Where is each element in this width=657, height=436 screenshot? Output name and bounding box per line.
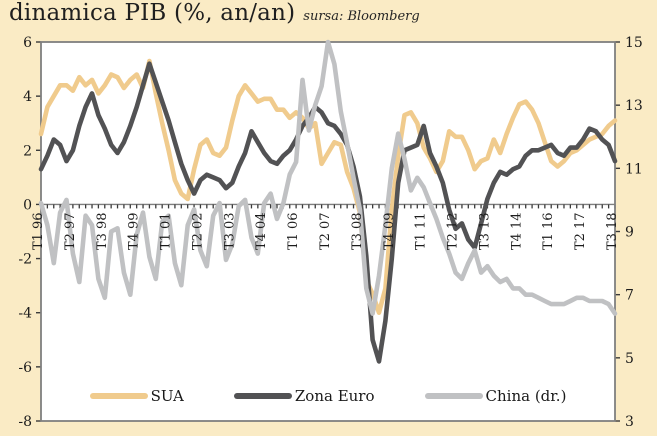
svg-text:-8: -8 <box>18 414 32 430</box>
chart-legend: SUA Zona Euro China (dr.) <box>41 387 615 405</box>
legend-item-zona-euro: Zona Euro <box>233 387 375 405</box>
legend-label-sua: SUA <box>150 387 184 405</box>
sua-line-swatch <box>89 393 148 399</box>
svg-text:4: 4 <box>23 89 32 105</box>
svg-text:T2 12: T2 12 <box>446 212 461 250</box>
svg-text:T1 16: T1 16 <box>541 212 556 250</box>
svg-text:-4: -4 <box>18 306 32 322</box>
svg-text:-6: -6 <box>18 360 32 376</box>
china-line <box>38 39 618 316</box>
svg-text:T2 17: T2 17 <box>573 212 588 250</box>
svg-text:T3 98: T3 98 <box>95 212 110 250</box>
legend-item-china: China (dr.) <box>424 387 567 405</box>
svg-text:5: 5 <box>625 351 634 367</box>
svg-text:6: 6 <box>23 35 32 51</box>
svg-text:T3 13: T3 13 <box>477 212 492 250</box>
svg-text:T1 96: T1 96 <box>31 212 46 250</box>
left-axis-labels: 6 4 2 0 -2 -4 -6 -8 <box>18 35 41 430</box>
svg-text:T1 06: T1 06 <box>286 212 301 250</box>
china-line-swatch <box>424 393 483 399</box>
svg-text:T2 02: T2 02 <box>190 212 205 250</box>
svg-text:7: 7 <box>625 288 634 304</box>
svg-text:11: 11 <box>625 161 643 177</box>
svg-text:T3 03: T3 03 <box>222 212 237 250</box>
svg-text:3: 3 <box>625 414 634 430</box>
svg-text:T4 99: T4 99 <box>127 212 142 250</box>
svg-text:9: 9 <box>625 225 634 241</box>
svg-text:2: 2 <box>23 143 32 159</box>
sua-line <box>38 58 618 316</box>
zona-euro-line-swatch <box>233 393 292 399</box>
svg-text:T4 14: T4 14 <box>509 212 524 250</box>
svg-text:13: 13 <box>625 98 643 114</box>
legend-label-china: China (dr.) <box>485 387 567 405</box>
svg-text:T3 18: T3 18 <box>605 212 620 250</box>
chart-title: dinamica PIB (%, an/an) <box>9 0 296 26</box>
svg-text:T1 11: T1 11 <box>414 212 429 250</box>
svg-text:-2: -2 <box>18 252 32 268</box>
svg-text:T4 04: T4 04 <box>254 212 269 250</box>
chart-header: dinamica PIB (%, an/an) sursa: Bloomberg <box>9 0 420 26</box>
x-axis-labels: T1 96 T2 97 T3 98 T4 99 T1 01 T2 02 T3 03 T4 04… <box>31 212 620 250</box>
svg-text:15: 15 <box>625 35 643 51</box>
svg-text:T2 07: T2 07 <box>318 212 333 250</box>
legend-item-sua: SUA <box>89 387 184 405</box>
legend-label-zona-euro: Zona Euro <box>294 387 375 405</box>
svg-text:T1 01: T1 01 <box>159 212 174 250</box>
zona-euro-line <box>38 61 618 364</box>
chart-source: sursa: Bloomberg <box>303 9 420 24</box>
svg-text:T3 08: T3 08 <box>350 212 365 250</box>
svg-text:T4 09: T4 09 <box>382 212 397 250</box>
svg-text:T2 97: T2 97 <box>63 212 78 250</box>
svg-text:0: 0 <box>23 197 32 213</box>
series-lines <box>38 39 618 364</box>
